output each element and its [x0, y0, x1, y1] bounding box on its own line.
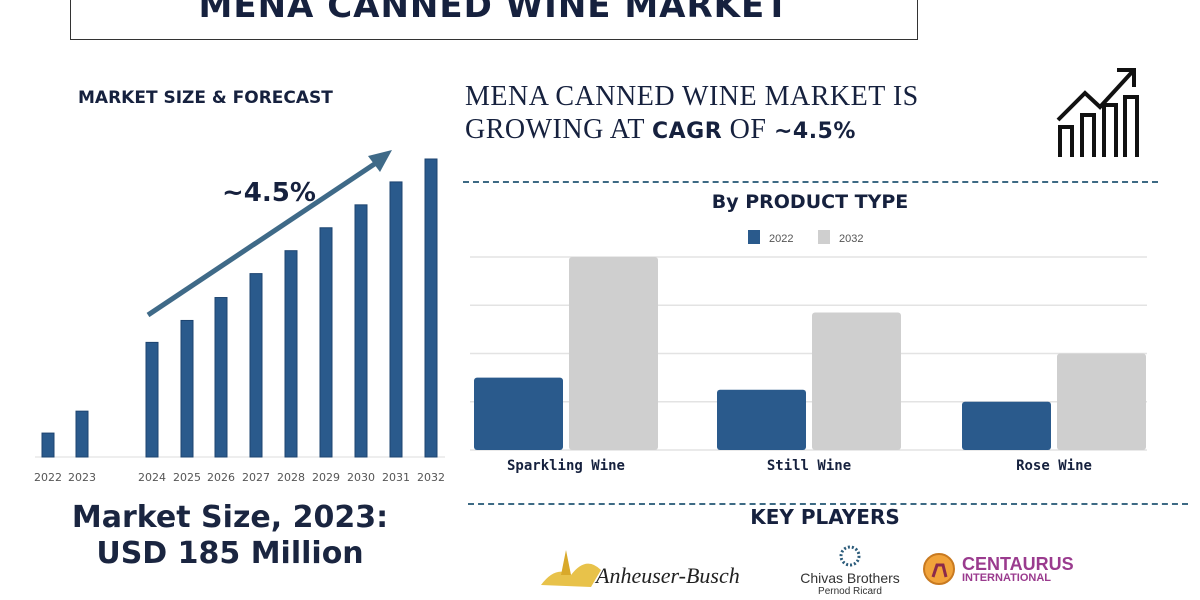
market-size-text: Market Size, 2023: USD 185 Million	[20, 500, 440, 572]
x-tick-label: 2027	[242, 471, 270, 484]
headline-text: GROWING AT	[465, 114, 652, 145]
bar-2024	[145, 341, 159, 458]
category-label: Still Wine	[766, 458, 852, 474]
product-chart-title: By PRODUCT TYPE	[711, 191, 909, 213]
x-tick-label: 2023	[68, 471, 96, 484]
bar-2032	[424, 158, 438, 458]
bar-still-wine-2022	[717, 389, 806, 450]
x-tick-label: 2028	[277, 471, 305, 484]
logo-text: Pernod Ricard	[818, 586, 882, 597]
left-subtitle: MARKET SIZE & FORECAST	[78, 88, 333, 108]
chivas-brothers-logo: Chivas Brothers Pernod Ricard	[790, 545, 910, 597]
logo-text: INTERNATIONAL	[962, 572, 1052, 584]
legend-swatch	[818, 230, 830, 244]
legend-swatch	[748, 230, 760, 244]
x-tick-label: 2032	[417, 471, 445, 484]
x-tick-label: 2022	[34, 471, 62, 484]
arrowhead-icon	[368, 150, 392, 172]
logo-text: Anheuser-Busch	[596, 563, 740, 588]
headline-cagr: CAGR	[651, 119, 723, 144]
bar-2028	[284, 250, 298, 458]
bar-sparkling-wine-2032	[569, 257, 658, 450]
divider	[468, 503, 1188, 505]
trend-arrow-icon	[146, 154, 387, 318]
legend-label: 2032	[839, 233, 863, 245]
bar-2023	[75, 410, 89, 458]
bar-2025	[180, 319, 194, 458]
category-label: Sparkling Wine	[506, 458, 625, 474]
market-size-chart: 2022 2023 2024 2025 2026 2027 2028 2029 2030 2031…	[34, 150, 445, 484]
market-size-line2: USD 185 Million	[96, 536, 364, 571]
bar-2026	[214, 297, 228, 458]
bar-still-wine-2032	[812, 312, 901, 450]
bar-2030	[354, 204, 368, 458]
headline: MENA CANNED WINE MARKET IS GROWING AT CA…	[465, 80, 919, 148]
bar-rose-wine-2022	[962, 401, 1051, 450]
x-tick-label: 2031	[382, 471, 410, 484]
x-tick-label: 2025	[173, 471, 201, 484]
title-box: MENA CANNED WINE MARKET	[70, 0, 918, 40]
bar-rose-wine-2032	[1057, 353, 1146, 450]
x-tick-label: 2029	[312, 471, 340, 484]
headline-value: ~4.5%	[773, 119, 856, 144]
bar-2029	[319, 227, 333, 458]
category-label: Rose Wine	[1016, 458, 1092, 474]
cagr-annotation: ~4.5%	[222, 178, 316, 208]
bar-2022	[41, 432, 55, 458]
growth-chart-icon	[1056, 68, 1139, 157]
x-tick-label: 2030	[347, 471, 375, 484]
headline-line1: MENA CANNED WINE MARKET IS	[465, 81, 919, 112]
key-players-title: KEY PLAYERS	[750, 505, 900, 529]
headline-text: OF	[722, 114, 774, 145]
bar-sparkling-wine-2022	[474, 377, 563, 450]
logo-text: CENTAURUS	[962, 554, 1074, 574]
divider	[463, 181, 1158, 183]
bar-2027	[249, 273, 263, 458]
legend-label: 2022	[769, 233, 793, 245]
x-tick-label: 2026	[207, 471, 235, 484]
market-size-line1: Market Size, 2023:	[71, 500, 389, 535]
x-tick-label: 2024	[138, 471, 166, 484]
bar-2031	[389, 181, 403, 458]
logo-text: Chivas Brothers	[800, 570, 900, 586]
page-title: MENA CANNED WINE MARKET	[198, 0, 790, 26]
